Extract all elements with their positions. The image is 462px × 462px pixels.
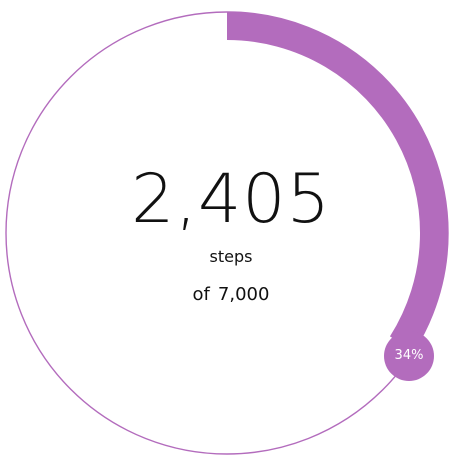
progress-arc (226, 12, 448, 352)
goal-value: 7,000 (217, 284, 270, 305)
goal-prefix: of (192, 284, 210, 305)
steps-unit-label: steps (209, 247, 253, 266)
steps-goal: of 7,000 (0, 282, 462, 308)
steps-count: 2,405 (131, 160, 331, 239)
percent-badge: 34% (384, 331, 434, 381)
